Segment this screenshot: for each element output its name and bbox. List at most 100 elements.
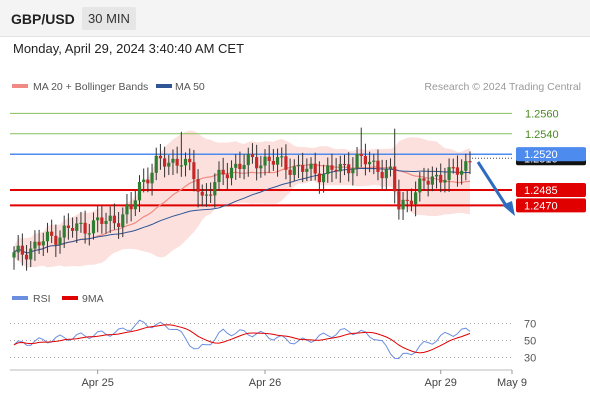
candle-body (426, 180, 430, 185)
candle-body (20, 245, 24, 255)
rsi-line (13, 319, 471, 360)
candle-body (359, 153, 363, 156)
candle-body (91, 220, 96, 234)
candle-body (33, 241, 37, 249)
rsi-ma-legend-label: 9MA (82, 293, 104, 305)
candle-body (204, 194, 209, 196)
candle-body (62, 225, 66, 238)
candle-body (45, 231, 50, 242)
candle-body (271, 160, 275, 165)
candle-body (334, 169, 338, 172)
candle-body (171, 158, 175, 163)
candle-body (196, 179, 200, 192)
candle-body (150, 172, 154, 184)
candle-body (188, 158, 192, 163)
candle-body (246, 153, 250, 166)
candle-body (460, 170, 464, 175)
candle-body (305, 168, 309, 172)
candle-body (209, 194, 213, 196)
candle-body (87, 233, 91, 235)
candle-body (167, 162, 171, 167)
candle-body (175, 158, 179, 166)
candle-body (142, 179, 146, 182)
x-axis: Apr 25 Apr 26 Apr 29 May 9 (81, 370, 527, 389)
candle-body (376, 160, 380, 172)
candle-body (116, 223, 121, 228)
candle-body (326, 165, 330, 175)
candle-body (405, 199, 409, 202)
candle-body (179, 165, 183, 167)
candle-body (351, 168, 355, 174)
level-label-1.2485: 1.2485 (524, 185, 558, 197)
candle-body (259, 165, 263, 169)
candle-body (129, 204, 133, 210)
candle-body (430, 176, 434, 185)
candle-body (422, 178, 426, 181)
candle-body (330, 165, 334, 170)
copyright-text: Research © 2024 Trading Central (424, 81, 581, 93)
header-bar: GBP/USD 30 MIN (0, 0, 590, 37)
x-tick-label: May 9 (497, 377, 527, 389)
candle-body (388, 166, 393, 170)
candle-body (384, 169, 388, 179)
candle-body (133, 200, 137, 210)
candle-body (313, 163, 317, 174)
candle-body (301, 165, 305, 172)
candle-body (263, 156, 267, 166)
ma20-legend-swatch (12, 84, 28, 88)
candle-body (275, 157, 280, 165)
candle-body (414, 192, 418, 205)
level-tags: 1.25601.25401.25201.24851.24701.25161.25… (516, 108, 586, 213)
rsi-legend-swatch (12, 296, 28, 300)
candle-body (401, 199, 405, 210)
candle-body (242, 165, 246, 170)
symbol-title: GBP/USD (11, 11, 75, 27)
candle-body (229, 167, 234, 179)
candle-body (434, 174, 439, 177)
candle-body (372, 160, 376, 162)
candle-body (288, 169, 292, 175)
candle-body (24, 254, 29, 260)
x-tick-label: Apr 29 (425, 377, 457, 389)
level-label-1.2540: 1.2540 (525, 129, 559, 141)
candle-body (284, 156, 288, 170)
rsi-ma-legend-swatch (62, 296, 78, 300)
candle-body (70, 227, 75, 231)
candle-body (292, 166, 296, 175)
candle-body (468, 161, 472, 163)
candle-body (221, 169, 225, 175)
candle-body (217, 169, 221, 183)
candle-body (154, 155, 158, 173)
candle-body (75, 223, 79, 231)
candle-body (280, 156, 284, 158)
ma50-legend-swatch (156, 84, 172, 88)
candle-body (100, 217, 104, 224)
candle-body (393, 166, 397, 192)
rsi-legend-label: RSI (33, 293, 51, 305)
candle-body (37, 241, 41, 246)
candle-body (192, 162, 196, 180)
candle-body (464, 161, 468, 171)
candle-body (317, 173, 321, 183)
candle-body (12, 252, 16, 258)
candle-body (234, 163, 238, 168)
candle-body (447, 167, 451, 180)
candle-body (338, 163, 342, 172)
candle-body (96, 217, 100, 221)
candle-body (183, 158, 188, 166)
candle-body (267, 156, 271, 161)
candle-body (409, 200, 414, 205)
x-tick-label: Apr 26 (249, 377, 281, 389)
pivot-label-top: 1.2520 (524, 149, 558, 161)
level-label-1.2470: 1.2470 (524, 200, 558, 212)
candle-body (451, 167, 455, 169)
candle-body (66, 225, 70, 228)
candle-body (225, 174, 229, 179)
candle-body (104, 220, 108, 224)
candlesticks (12, 127, 472, 271)
rsi-panel: 30 50 70 (10, 319, 536, 365)
timeframe-button[interactable]: 30 MIN (82, 7, 136, 30)
candle-body (296, 165, 301, 167)
